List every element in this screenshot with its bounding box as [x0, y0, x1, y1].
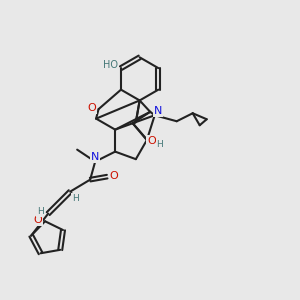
Text: O: O: [147, 136, 156, 146]
Text: N: N: [154, 106, 162, 116]
Text: O: O: [87, 103, 96, 113]
Text: HO: HO: [103, 60, 118, 70]
Text: O: O: [34, 215, 42, 225]
Text: H: H: [72, 194, 79, 203]
Text: N: N: [91, 152, 99, 162]
Text: H: H: [156, 140, 163, 149]
Text: O: O: [110, 171, 118, 181]
Text: H: H: [37, 207, 44, 216]
